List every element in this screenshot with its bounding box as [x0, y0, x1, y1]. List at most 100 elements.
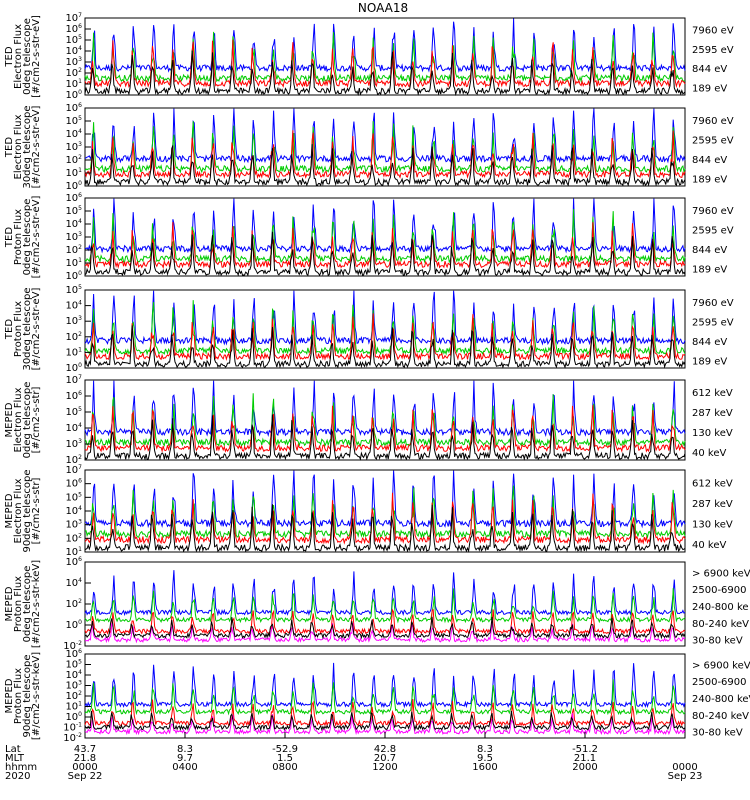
legend-entry: 287 keV	[692, 408, 733, 419]
trace-magenta	[84, 713, 686, 736]
x-tick-label: 2000	[572, 762, 597, 773]
legend-entry: > 6900 keV	[692, 568, 750, 579]
x-tick-label: 0000	[672, 762, 697, 773]
legend-entry: 844 eV	[692, 245, 727, 256]
y-tick-label: 102	[65, 244, 82, 256]
x-tick-label: Sep 22	[68, 771, 103, 782]
legend-entry: 7960 eV	[692, 26, 734, 37]
trace-red	[84, 313, 686, 362]
y-tick-label: 104	[65, 505, 82, 517]
legend-entry: 30-80 keV	[692, 636, 743, 647]
legend-entry: 189 eV	[692, 356, 727, 367]
y-axis-label: MEPEDProton Flux90deg telescope[#/cm2-s-…	[4, 652, 42, 740]
y-axis-label: MEPEDProton Flux0deg telescope[#/cm2-s-s…	[4, 560, 42, 648]
x-tick-label: 9.5	[477, 753, 493, 764]
x-tick-label: -52.9	[272, 744, 298, 755]
x-tick-label: 21.8	[74, 753, 96, 764]
trace-green	[84, 300, 686, 356]
x-row-label: Lat	[5, 744, 21, 755]
y-tick-label: 105	[65, 34, 82, 46]
y-tick-label: 104	[65, 300, 82, 312]
panel-frame	[84, 289, 686, 369]
y-tick-label: 102	[65, 331, 82, 343]
x-tick-label: 20.7	[374, 753, 396, 764]
y-tick-label: 101	[65, 346, 82, 358]
y-axis-label: TEDElectron Flux30deg telescope[#/cm2-s-…	[4, 105, 42, 188]
y-tick-label: 105	[65, 406, 82, 418]
x-tick-label: 9.7	[177, 753, 193, 764]
trace-red	[84, 130, 686, 180]
trace-black	[84, 144, 686, 188]
y-tick-label: 102	[65, 532, 82, 544]
y-tick-label: 106	[65, 102, 82, 114]
y-tick-label: 100	[65, 711, 82, 723]
panel-frame	[84, 653, 686, 739]
y-tick-label: 101	[65, 167, 82, 179]
legend-entry: 2595 eV	[692, 45, 734, 56]
legend-entry: 2500-6900	[692, 677, 747, 688]
legend-entry: 2595 eV	[692, 135, 734, 146]
trace-blue	[84, 290, 686, 346]
legend-entry: 130 keV	[692, 428, 733, 439]
y-tick-label: 104	[65, 128, 82, 140]
panel-ted-p-30: 100 101 102 103 104 105 TEDProton Flux30deg te…	[4, 284, 734, 374]
y-tick-label: 106	[65, 556, 82, 568]
legend-entry: 844 eV	[692, 155, 727, 166]
y-tick-label: 101	[65, 701, 82, 713]
trace-red	[84, 39, 686, 89]
legend-entry: 2500-6900	[692, 585, 747, 596]
y-tick-label: 104	[65, 669, 82, 681]
trace-black	[84, 414, 686, 461]
trace-black	[84, 616, 686, 640]
x-row-label: 2020	[5, 771, 30, 782]
panel-frame	[84, 561, 686, 647]
trace-blue	[84, 18, 686, 73]
trace-blue	[84, 380, 686, 438]
legend-entry: 80-240 keV	[692, 619, 749, 630]
panel-frame	[84, 17, 686, 96]
y-tick-label: 100	[65, 180, 82, 192]
x-tick-label: 21.1	[574, 753, 596, 764]
x-row-label: MLT	[5, 753, 25, 764]
y-tick-label: 101	[65, 78, 82, 90]
y-axis-label: MEPEDElectron Flux90deg telescope[#/cm2-…	[4, 469, 42, 552]
legend-entry: 189 eV	[692, 264, 727, 275]
y-tick-label: 102	[65, 67, 82, 79]
x-row-label: hhmm	[5, 762, 37, 773]
y-tick-label: 107	[65, 464, 82, 476]
y-tick-label: 106	[65, 478, 82, 490]
y-axis-label: TEDProton Flux0deg telescope[#/cm2-s-str…	[4, 196, 42, 279]
y-tick-label: 10-2	[63, 732, 82, 744]
y-tick-label: 106	[65, 390, 82, 402]
trace-blue	[84, 470, 686, 529]
trace-magenta	[84, 622, 686, 644]
trace-black	[84, 50, 686, 97]
trace-green	[84, 588, 686, 624]
legend-entry: 40 keV	[692, 448, 726, 459]
trace-green	[85, 485, 686, 540]
trace-green	[84, 31, 686, 83]
y-tick-label: 106	[65, 648, 82, 660]
trace-blue	[84, 108, 686, 164]
y-tick-label: 100	[65, 362, 82, 374]
legend-entry: 240-800 ke	[692, 602, 749, 613]
x-tick-label: 8.3	[477, 744, 493, 755]
y-tick-label: 101	[65, 257, 82, 269]
legend-entry: 240-800 keV	[692, 694, 750, 705]
y-tick-label: 107	[65, 374, 82, 386]
legend-entry: 844 eV	[692, 337, 727, 348]
trace-blue	[84, 198, 686, 254]
y-axis-label: TEDProton Flux30deg telescope[#/cm2-s-st…	[4, 287, 42, 370]
trace-green	[84, 209, 686, 264]
y-tick-label: 104	[65, 577, 82, 589]
trace-black	[84, 504, 686, 553]
y-tick-label: 102	[65, 598, 82, 610]
legend-entry: 189 eV	[692, 174, 727, 185]
y-tick-label: 103	[65, 56, 82, 68]
y-tick-label: 103	[65, 519, 82, 531]
legend-entry: 287 keV	[692, 499, 733, 510]
